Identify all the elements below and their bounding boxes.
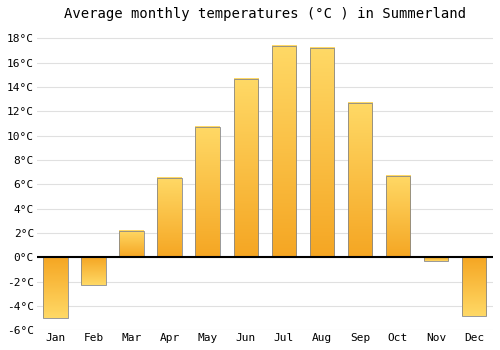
Title: Average monthly temperatures (°C ) in Summerland: Average monthly temperatures (°C ) in Su…: [64, 7, 466, 21]
Bar: [272, 46, 296, 257]
Bar: [44, 257, 68, 318]
Bar: [386, 176, 410, 257]
Bar: [424, 257, 448, 261]
Bar: [196, 127, 220, 257]
Bar: [158, 178, 182, 257]
Bar: [120, 231, 144, 257]
Bar: [310, 48, 334, 257]
Bar: [82, 257, 106, 285]
Bar: [234, 78, 258, 257]
Bar: [348, 103, 372, 257]
Bar: [462, 257, 486, 316]
